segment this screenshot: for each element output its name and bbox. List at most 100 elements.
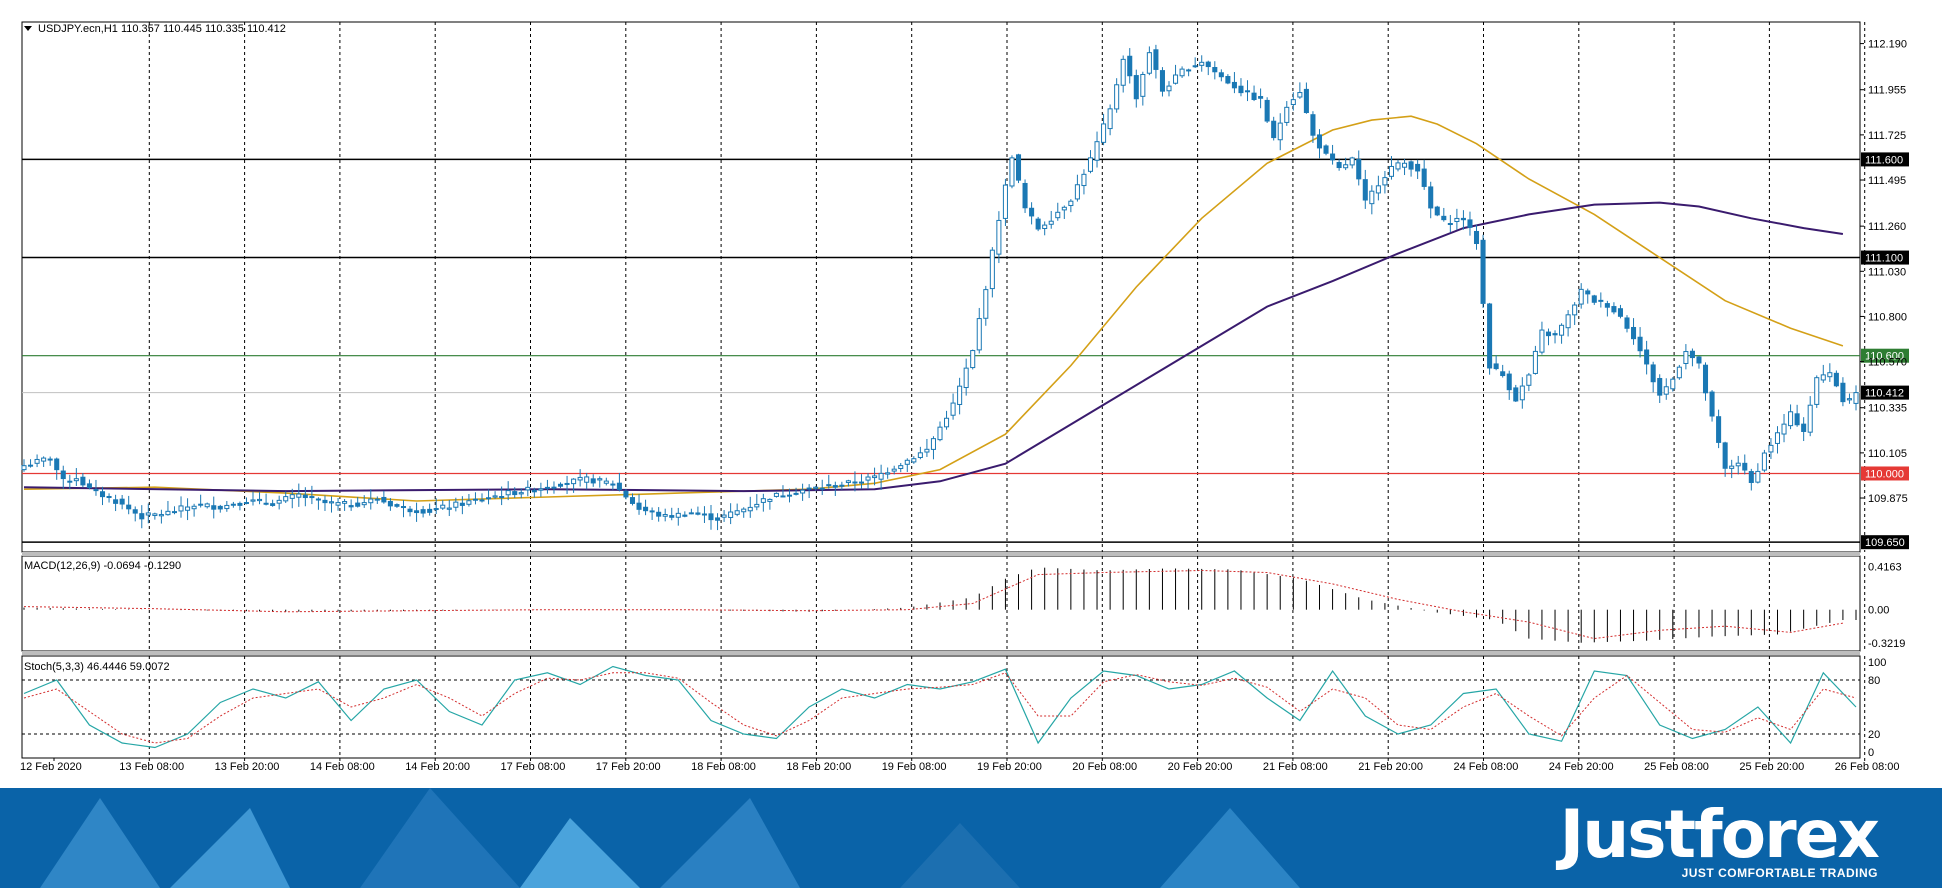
macd-tick-label: 0.00	[1868, 605, 1889, 617]
candle-bull	[793, 492, 799, 495]
candle-bear	[1356, 158, 1362, 180]
candle-bear	[420, 509, 426, 514]
candle-bull	[368, 498, 374, 504]
candle-bear	[623, 490, 629, 498]
candle-bull	[1284, 106, 1290, 123]
candle-bull	[224, 504, 230, 510]
candle-bull	[917, 452, 923, 458]
candle-bear	[394, 504, 400, 507]
candle-bull	[662, 514, 668, 517]
candle-bull	[34, 458, 40, 464]
candle-bear	[1696, 356, 1702, 364]
candle-bull	[577, 476, 583, 481]
candle-bear	[1722, 442, 1728, 469]
candle-bear	[1428, 186, 1434, 209]
candle-bull	[1087, 157, 1094, 172]
price-tick-label: 111.260	[1868, 221, 1906, 233]
macd-panel: 0.4163 0.00 -0.3219	[23, 562, 1905, 650]
candle-bear	[414, 510, 420, 514]
level-tag	[1861, 152, 1909, 167]
symbol-dropdown-icon[interactable]	[24, 26, 32, 31]
candle-bear	[715, 517, 721, 521]
time-label: 18 Feb 20:00	[786, 761, 851, 773]
candle-bear	[1709, 391, 1715, 417]
candle-bear	[1702, 364, 1709, 394]
candle-bear	[1271, 120, 1277, 139]
time-label: 21 Feb 20:00	[1358, 761, 1423, 773]
candle-bull	[1788, 411, 1794, 427]
stochastic-panel: 100 80 20 0	[22, 657, 1886, 759]
candle-bull	[1781, 423, 1787, 435]
candle-bear	[1323, 145, 1329, 154]
candle-bear	[99, 491, 106, 498]
candle-bear	[1460, 217, 1466, 221]
candle-bear	[1303, 88, 1309, 114]
decor-triangle	[170, 808, 290, 888]
time-label: 13 Feb 20:00	[215, 761, 280, 773]
candle-bull	[970, 350, 976, 369]
level-tag	[1861, 250, 1909, 265]
candle-bull	[839, 484, 845, 487]
candle-bull	[760, 498, 766, 503]
candle-bear	[1447, 223, 1453, 226]
level-tag-label: 110.600	[1865, 351, 1904, 363]
candle-bull	[335, 502, 341, 506]
candle-bear	[1029, 207, 1035, 217]
candle-bull	[963, 367, 969, 389]
candle-bull	[1670, 378, 1676, 390]
candle-bull	[1578, 288, 1584, 305]
decor-triangle	[360, 788, 520, 888]
candle-bull	[1382, 177, 1388, 186]
candle-bull	[1395, 162, 1401, 170]
decor-triangle	[1160, 808, 1300, 888]
stoch-header: Stoch(5,3,3) 46.4446 59.0072	[24, 661, 170, 673]
candle-bull	[551, 486, 557, 489]
candle-bull	[315, 498, 321, 501]
price-tick-label: 111.030	[1868, 266, 1906, 278]
candle-bear	[80, 476, 86, 486]
candle-bear	[1022, 182, 1028, 209]
stoch-main-line	[23, 665, 1857, 749]
candle-bear	[1840, 382, 1846, 403]
ma-fast-line	[23, 115, 1844, 502]
candle-bear	[1500, 371, 1506, 377]
candle-bear	[427, 508, 433, 513]
time-label: 26 Feb 08:00	[1835, 761, 1900, 773]
price-tick-label: 111.725	[1868, 130, 1906, 142]
candle-bull	[73, 478, 79, 482]
candle-bull	[728, 511, 734, 518]
candle-bull	[1519, 385, 1525, 401]
candle-bull	[41, 457, 47, 462]
time-label: 20 Feb 08:00	[1072, 761, 1137, 773]
candle-bull	[1388, 165, 1394, 177]
candle-bear	[1264, 99, 1270, 122]
candle-bull	[1369, 190, 1375, 205]
macd-tick-label: -0.3219	[1868, 638, 1905, 650]
candle-bull	[1768, 444, 1774, 453]
candle-bull	[152, 513, 158, 516]
candle-bull	[1166, 85, 1172, 92]
candle-bear	[387, 501, 393, 507]
level-tag-label: 111.600	[1865, 154, 1903, 166]
symbol-header: USDJPY.ecn,H1 110.357 110.445 110.335 11…	[38, 23, 286, 35]
candle-bear	[1513, 387, 1519, 402]
candle-bull	[21, 465, 27, 471]
candle-bull	[950, 402, 956, 416]
candle-bull	[813, 486, 819, 489]
candle-bear	[1336, 162, 1342, 169]
candle-bear	[270, 503, 276, 506]
panel-frame	[21, 21, 1861, 553]
candle-bull	[492, 495, 498, 498]
stoch-tick-label: 0	[1868, 747, 1874, 759]
candle-bull	[1572, 304, 1578, 316]
candle-bear	[629, 497, 636, 504]
macd-header: MACD(12,26,9) -0.0694 -0.1290	[24, 560, 181, 572]
candle-bull	[250, 499, 256, 502]
decor-triangle	[520, 818, 640, 888]
candle-bear	[1637, 336, 1643, 352]
candle-bull	[741, 508, 747, 513]
candle-bull	[983, 289, 989, 319]
candle-bull	[1402, 162, 1408, 168]
candle-bull	[930, 438, 936, 450]
candle-bull	[1042, 224, 1048, 230]
